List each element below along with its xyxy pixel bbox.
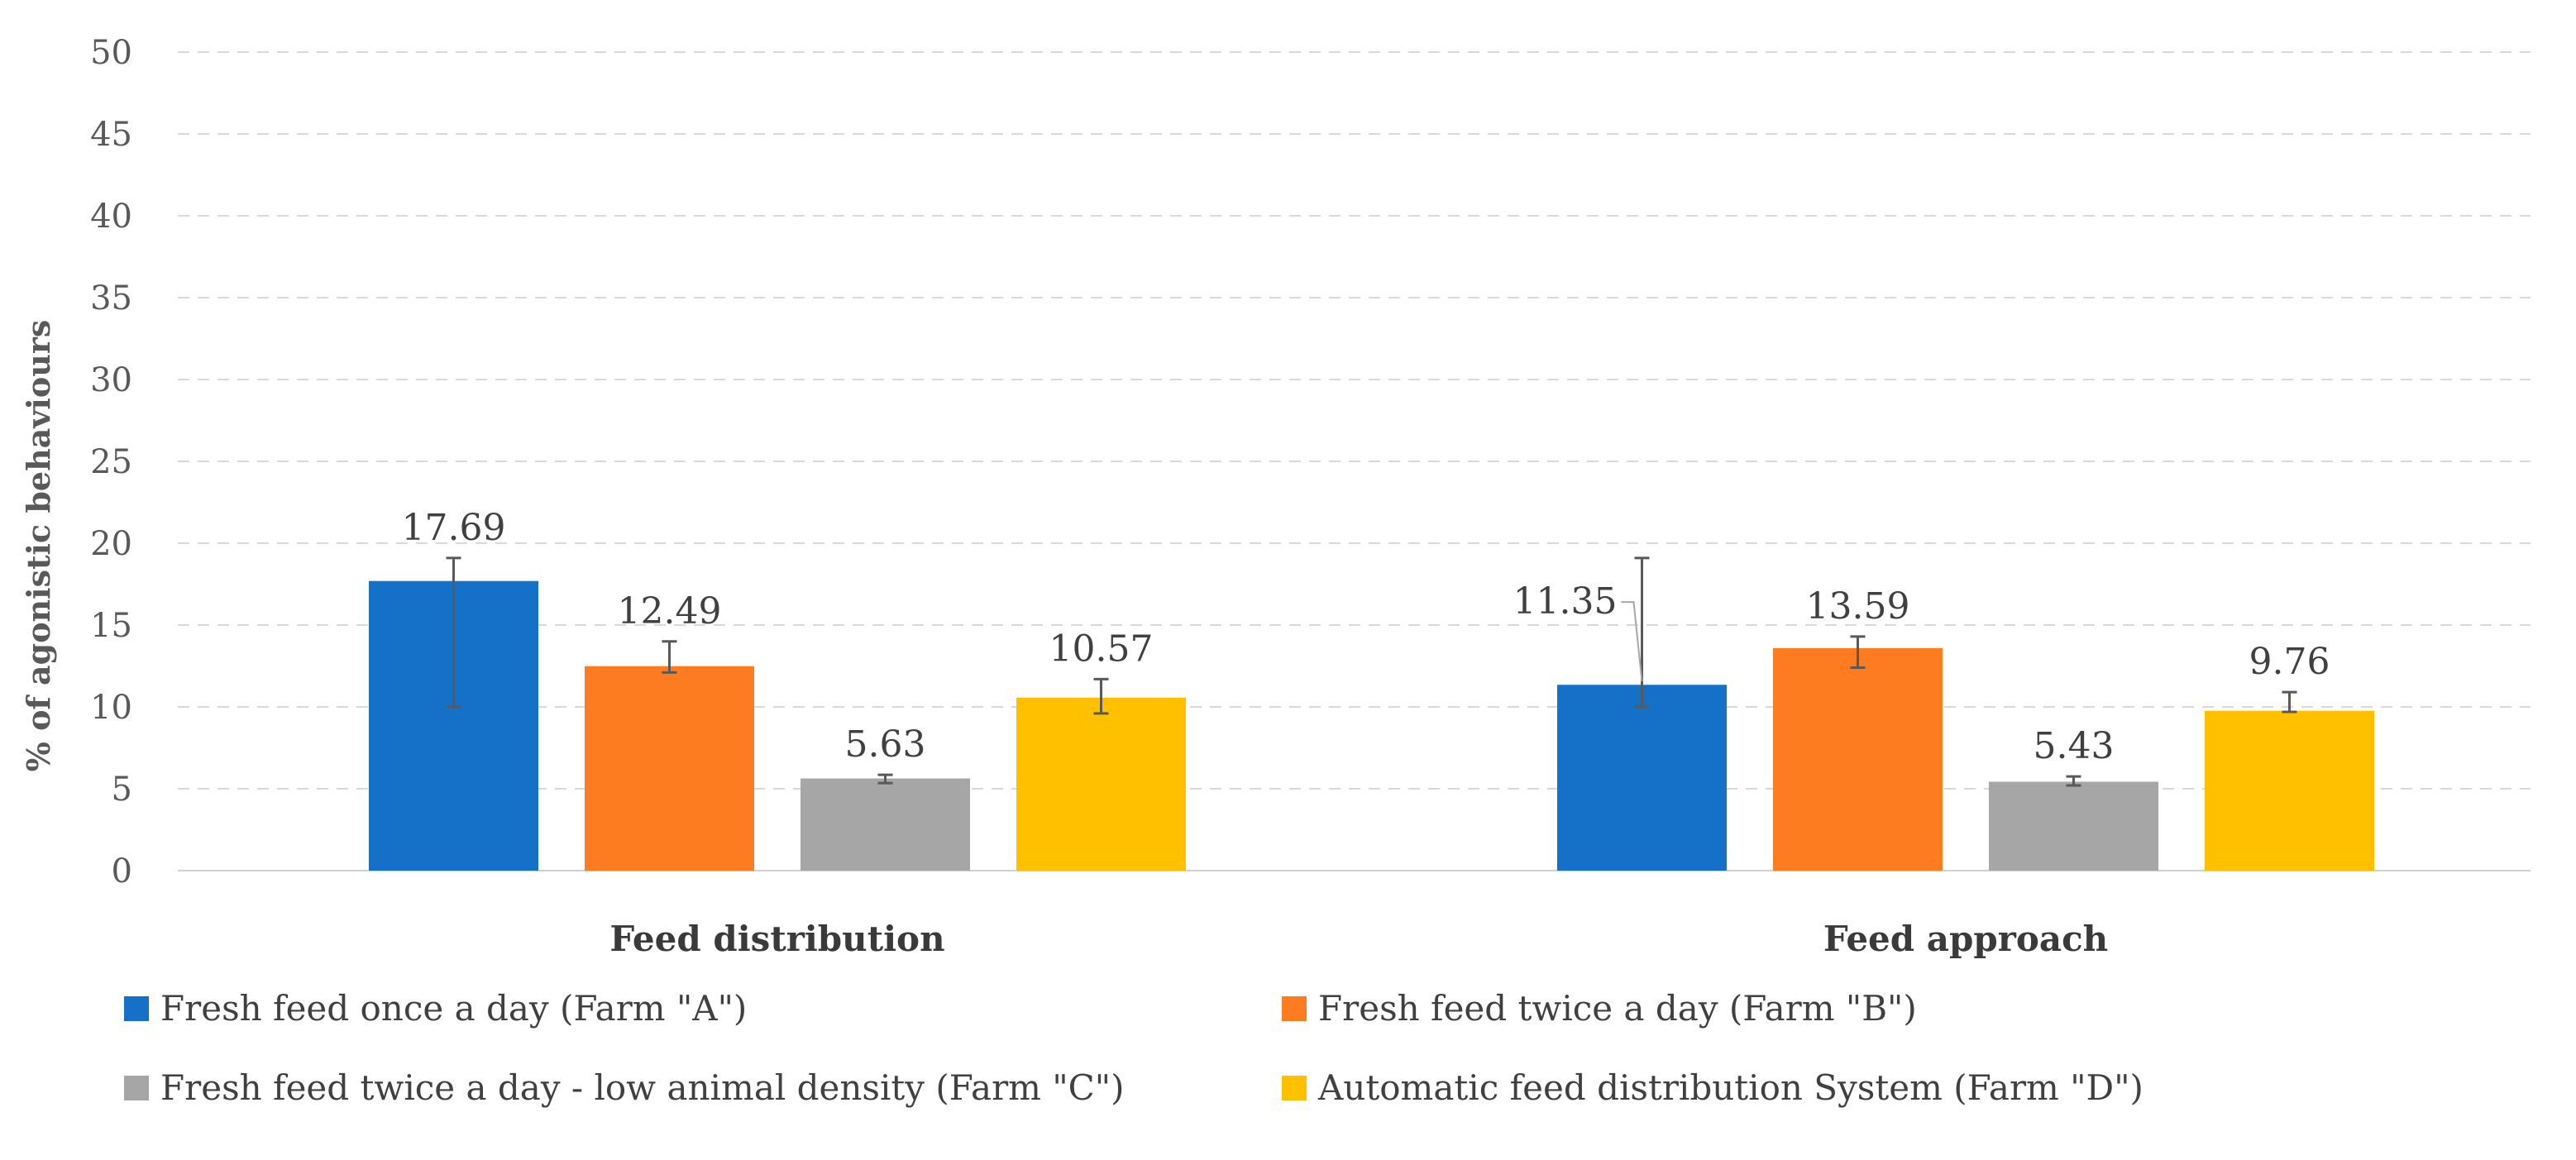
data-label-farm-a-feed-approach: 11.35: [1513, 580, 1618, 623]
legend-swatch-farm-d: [1282, 1075, 1307, 1100]
leader-line-farm-a-feed-approach: [1621, 601, 1643, 682]
bar-farm-b-feed-approach: [1773, 647, 1943, 871]
y-tick-label-10: 10: [90, 689, 132, 727]
y-tick-label-5: 5: [112, 771, 132, 809]
error-bar-farm-a-feed-approach: [1634, 556, 1650, 709]
gridlines: [178, 51, 2531, 790]
error-bar-farm-d-feed-distribution: [1093, 677, 1109, 715]
legend-swatch-farm-b: [1282, 995, 1307, 1021]
category-label-feed-distribution: Feed distribution: [609, 919, 944, 959]
error-bar-farm-d-feed-approach: [2282, 690, 2297, 714]
y-tick-label-40: 40: [90, 198, 132, 236]
bar-farm-c-feed-approach: [1989, 781, 2158, 871]
y-tick-label-25: 25: [90, 443, 132, 481]
legend-label-farm-b: Fresh feed twice a day (Farm "B"): [1318, 988, 1917, 1029]
y-tick-label-35: 35: [90, 279, 132, 317]
data-label-farm-b-feed-approach: 13.59: [1806, 585, 1910, 628]
category-label-feed-approach: Feed approach: [1823, 919, 2108, 959]
data-labels: 17.69 12.49 5.63 10.57 11.35 13.59 5.43 9.76: [402, 507, 2330, 767]
legend-label-farm-c: Fresh feed twice a day - low animal dens…: [160, 1067, 1125, 1108]
error-bar-farm-b-feed-approach: [1850, 635, 1866, 669]
data-label-farm-d-feed-approach: 9.76: [2249, 641, 2330, 683]
legend-label-farm-d: Automatic feed distribution System (Farm…: [1318, 1067, 2143, 1108]
category-labels: Feed distribution Feed approach: [609, 919, 2108, 959]
data-label-farm-d-feed-distribution: 10.57: [1049, 628, 1154, 670]
legend-item-farm-b: Fresh feed twice a day (Farm "B"): [1282, 988, 1917, 1029]
legend-item-farm-a: Fresh feed once a day (Farm "A"): [124, 988, 747, 1029]
legend-swatch-farm-c: [124, 1075, 149, 1100]
y-tick-label-30: 30: [90, 361, 132, 399]
legend-swatch-farm-a: [124, 995, 149, 1021]
error-bar-farm-a-feed-distribution: [446, 556, 461, 709]
error-bars: [446, 556, 2297, 787]
y-axis-ticks: 0 5 10 15 20 25 30 35 40 45 50: [90, 34, 132, 890]
y-tick-label-45: 45: [90, 116, 132, 154]
y-tick-label-15: 15: [90, 607, 132, 645]
bar-farm-d-feed-approach: [2205, 710, 2374, 871]
data-label-farm-c-feed-approach: 5.43: [2034, 725, 2115, 767]
legend-item-farm-d: Automatic feed distribution System (Farm…: [1282, 1067, 2143, 1108]
bar-farm-b-feed-distribution: [585, 666, 754, 871]
bar-farm-d-feed-distribution: [1016, 697, 1186, 871]
bar-farm-c-feed-distribution: [801, 778, 970, 871]
data-label-farm-b-feed-distribution: 12.49: [618, 590, 722, 633]
legend-item-farm-c: Fresh feed twice a day - low animal dens…: [124, 1067, 1125, 1108]
y-tick-label-50: 50: [90, 34, 132, 72]
data-label-farm-a-feed-distribution: 17.69: [402, 507, 506, 549]
bar-farm-a-feed-approach: [1557, 685, 1727, 871]
error-bar-farm-c-feed-distribution: [877, 773, 893, 785]
y-axis-title: % of agonistic behaviours: [20, 320, 57, 772]
error-bar-farm-b-feed-distribution: [662, 640, 677, 674]
y-tick-label-0: 0: [112, 852, 132, 890]
legend-label-farm-a: Fresh feed once a day (Farm "A"): [160, 988, 748, 1029]
data-label-farm-c-feed-distribution: 5.63: [845, 723, 926, 766]
y-tick-label-20: 20: [90, 525, 132, 563]
bars: [369, 580, 2374, 871]
error-bar-farm-c-feed-approach: [2066, 775, 2081, 787]
